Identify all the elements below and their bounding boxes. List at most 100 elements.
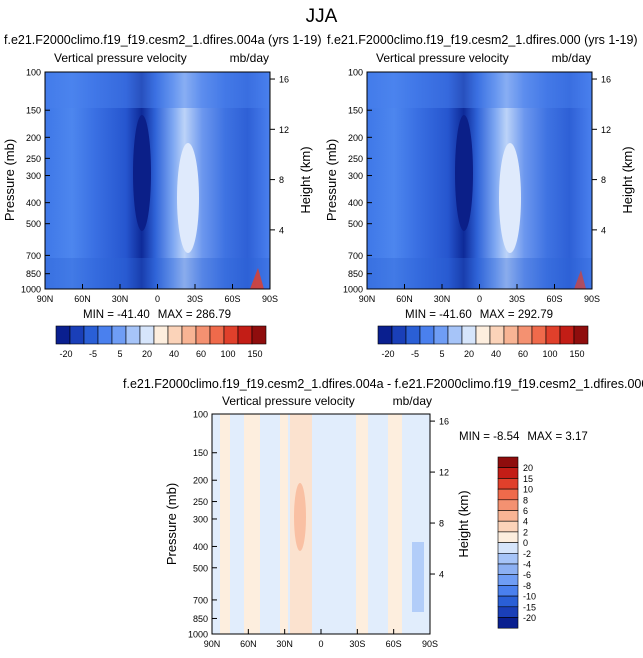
panel1-ytick: 150 — [26, 106, 50, 116]
panel1-ytick: 100 — [26, 68, 50, 78]
panel2-max: MAX = 292.79 — [480, 309, 553, 321]
panel3-colorbar-label: 0 — [523, 538, 528, 548]
panel1-colorbar-box — [223, 325, 239, 345]
panel1-right-label: mb/day — [230, 51, 269, 65]
panel3-ytick: 100 — [193, 410, 217, 420]
panel2-ytick-right: 12 — [592, 125, 611, 135]
svg-text:30N: 30N — [434, 294, 451, 304]
panel3-colorbar-box — [497, 606, 519, 618]
panel3-colorbar-box — [497, 585, 519, 597]
svg-text:0: 0 — [155, 294, 160, 304]
panel2-colorbar-box — [461, 325, 477, 345]
panel3-ytick: 700 — [193, 595, 217, 605]
panel3-colorbar-label: -15 — [523, 602, 536, 612]
panel3-positive-core — [294, 483, 306, 551]
panel1-ytick-right: 12 — [270, 125, 289, 135]
panel2-colorbar-box — [503, 325, 519, 345]
svg-text:300: 300 — [26, 171, 41, 181]
panel3-yticks: 100 150 200 250 300 400 500 700 850 1000 — [188, 410, 217, 640]
panel2-colorbar-box — [377, 325, 393, 345]
panel2-ylabel: Pressure (mb) — [324, 139, 339, 221]
panel1-ytick: 400 — [26, 198, 50, 208]
panel1-colorbar-label: 40 — [169, 349, 179, 359]
svg-text:16: 16 — [439, 417, 449, 427]
panel3-colorbar-label: 2 — [523, 527, 528, 537]
panel3-colorbar-box — [497, 478, 519, 490]
panel1-colorbar-box — [237, 325, 253, 345]
panel1-ytick: 700 — [26, 251, 50, 261]
panel2-xticks: 90N 60N 30N 0 30S 60S 90S — [359, 284, 600, 304]
panel1-xtick: 90S — [262, 284, 278, 304]
svg-text:400: 400 — [193, 542, 208, 552]
panel2-colorbar-label: 40 — [491, 349, 501, 359]
svg-text:90S: 90S — [584, 294, 600, 304]
panel1-ytick: 850 — [26, 269, 50, 279]
svg-text:200: 200 — [348, 133, 363, 143]
panel3-xtick: 30S — [349, 629, 365, 649]
panel2-xtick: 90S — [584, 284, 600, 304]
panel2-colorbar-box — [419, 325, 435, 345]
panel2-ytick-right: 8 — [592, 175, 606, 185]
panel2-colorbar-label: 60 — [518, 349, 528, 359]
panel1-ytick-right: 16 — [270, 75, 289, 85]
panel2-ascent-core — [499, 143, 521, 253]
panel3-ytick-right: 8 — [430, 519, 444, 529]
panel2-colorbar-label: -20 — [381, 349, 394, 359]
panel2-colorbar-label: 100 — [542, 349, 557, 359]
panel3-colorbar-box — [497, 574, 519, 586]
panel1-colorbar-label: 150 — [247, 349, 262, 359]
page-title: JJA — [305, 6, 338, 27]
panel3-ytick: 250 — [193, 497, 217, 507]
panel2-ytick: 100 — [348, 68, 372, 78]
svg-text:250: 250 — [348, 154, 363, 164]
panel1-min: MIN = -41.40 — [83, 309, 150, 321]
svg-text:30N: 30N — [112, 294, 129, 304]
svg-text:90S: 90S — [262, 294, 278, 304]
panel2-colorbar-label: -5 — [411, 349, 419, 359]
panel2-min: MIN = -41.60 — [405, 309, 472, 321]
panel2-colorbar-box — [559, 325, 575, 345]
panel2-ytick: 500 — [348, 219, 372, 229]
panel2-xtick: 60S — [546, 284, 563, 304]
panel2-yticks-right: 16 12 8 4 — [592, 75, 611, 235]
panel1-field — [45, 72, 270, 289]
panel1-colorbar-box — [69, 325, 85, 345]
panel1-xtick: 30S — [187, 284, 203, 304]
panel1-colorbar-box — [55, 325, 71, 345]
panel3-colorbar-box — [497, 595, 519, 608]
panel3-xtick: 90N — [204, 629, 221, 649]
panel3-colorbar-label: 15 — [523, 474, 533, 484]
svg-text:4: 4 — [601, 225, 606, 235]
panel3-ylabel: Pressure (mb) — [164, 483, 179, 565]
panel2-ytick: 700 — [348, 251, 372, 261]
panel1-colorbar-label: 60 — [196, 349, 206, 359]
panel1-ytick-right: 4 — [270, 225, 284, 235]
panel3-colorbar-box — [497, 617, 519, 629]
svg-text:700: 700 — [348, 251, 363, 261]
panel3-colorbar-label: 4 — [523, 517, 528, 527]
panel3-ytick: 1000 — [188, 630, 217, 640]
svg-text:60S: 60S — [224, 294, 240, 304]
panel2-stats: MIN = -41.60 MAX = 292.79 — [405, 309, 553, 321]
panel1-descent-core — [133, 115, 151, 231]
panel1-ylabel: Pressure (mb) — [2, 139, 17, 221]
panel2-title: f.e21.F2000climo.f19_f19.cesm2_1.dfires.… — [327, 33, 638, 47]
panel1-colorbar-label: -5 — [89, 349, 97, 359]
panel1-colorbar-label: -20 — [59, 349, 72, 359]
panel3-right-label: mb/day — [393, 394, 432, 408]
panel2-xtick: 0 — [477, 284, 482, 304]
panel2-ytick-right: 16 — [592, 75, 611, 85]
svg-text:12: 12 — [439, 468, 449, 478]
panel3-colorbar-box — [497, 488, 519, 501]
panel1-colorbar-box — [139, 325, 155, 345]
panel1-colorbar-label: 100 — [220, 349, 235, 359]
panel3-colorbar-label: 20 — [523, 463, 533, 473]
panel3-xticks: 90N 60N 30N 0 30S 60S 90S — [204, 629, 438, 649]
panel1-ascent-core — [177, 143, 199, 253]
panel3-colorbar-box — [497, 531, 519, 543]
panel3-ytick: 200 — [193, 476, 217, 486]
svg-text:90N: 90N — [204, 639, 221, 649]
panel3-ytick-right: 16 — [430, 417, 449, 427]
